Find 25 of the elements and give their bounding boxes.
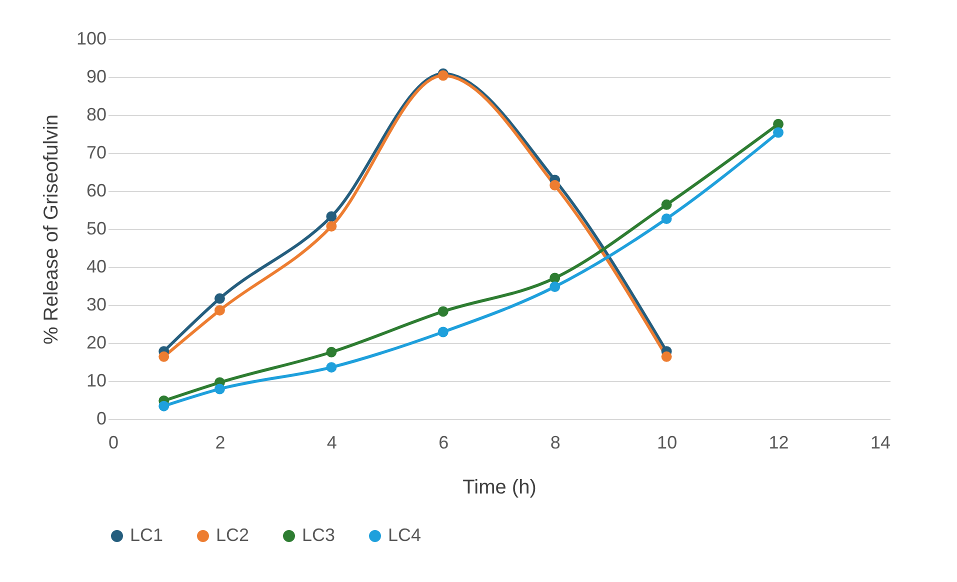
x-tick-label: 12: [768, 432, 789, 452]
x-tick-label: 10: [657, 432, 678, 452]
x-tick-label: 2: [215, 432, 226, 452]
y-tick-label: 10: [86, 370, 106, 390]
y-tick-label: 100: [76, 28, 106, 48]
legend-label: LC4: [388, 525, 422, 545]
y-tick-label: 60: [86, 180, 106, 200]
y-tick-label: 40: [86, 256, 106, 276]
y-tick-label: 50: [86, 218, 106, 238]
legend-label: LC1: [130, 525, 164, 545]
legend-label: LC3: [302, 525, 336, 545]
x-tick-label: 6: [438, 432, 449, 452]
x-axis-title: Time (h): [462, 476, 536, 498]
y-tick-label: 20: [86, 332, 106, 352]
x-tick-label: 8: [550, 432, 560, 452]
x-tick-label: 4: [326, 432, 337, 452]
x-tick-label: 14: [870, 432, 890, 452]
x-tick-label: 0: [108, 432, 119, 452]
y-tick-label: 70: [86, 142, 106, 162]
y-tick-label: 90: [86, 66, 106, 86]
y-tick-label: 0: [96, 408, 106, 428]
y-tick-label: 80: [86, 104, 106, 124]
y-axis-title: % Release of Griseofulvin: [40, 114, 62, 345]
y-tick-label: 30: [86, 294, 106, 314]
legend-label: LC2: [216, 525, 250, 545]
